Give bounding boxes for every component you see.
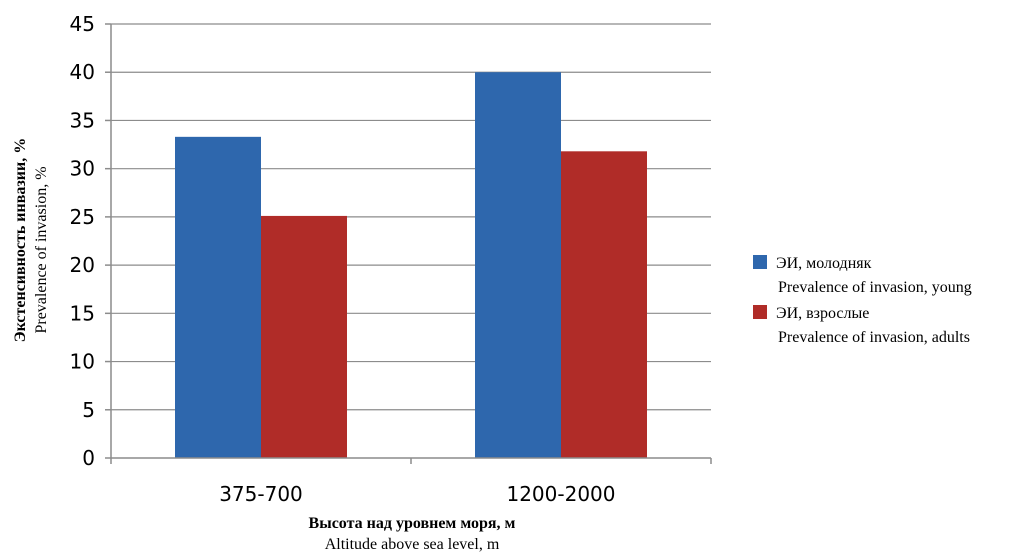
x-axis-title-ru: Высота над уровнем моря, м: [309, 515, 516, 532]
legend-label-young: ЭИ, молодняк: [776, 255, 872, 272]
y-tick-labels: 0 5 10 15 20 25 30 35 40 45: [70, 12, 95, 470]
y-tick-label-10: 10: [70, 350, 95, 374]
x-axis-title-en: Altitude above sea level, m: [325, 536, 500, 553]
bar-young-1200-2000: [475, 72, 561, 458]
y-tick-label-45: 45: [70, 12, 95, 36]
y-axis-title: Экстенсивность инвазии, % Prevalence of …: [12, 138, 50, 343]
x-tick-label-375-700: 375-700: [219, 482, 303, 506]
y-axis-title-ru: Экстенсивность инвазии, %: [12, 138, 29, 343]
legend-label-adults: ЭИ, взрослые: [776, 305, 869, 322]
y-tick-label-25: 25: [70, 205, 95, 229]
y-axis-title-en: Prevalence of invasion, %: [33, 166, 50, 333]
y-tick-label-40: 40: [70, 60, 95, 84]
x-axis-title: Высота над уровнем моря, м Altitude abov…: [309, 515, 516, 553]
legend-label-young-en: Prevalence of invasion, young: [778, 279, 972, 296]
y-tick-label-15: 15: [70, 301, 95, 325]
legend: ЭИ, молодняк Prevalence of invasion, you…: [753, 255, 972, 346]
y-tick-label-35: 35: [70, 108, 95, 132]
y-tick-label-5: 5: [82, 398, 95, 422]
y-tick-label-20: 20: [70, 253, 95, 277]
bar-young-375-700: [175, 137, 261, 458]
y-tick-label-0: 0: [82, 446, 95, 470]
x-tick-labels: 375-700 1200-2000: [219, 482, 615, 506]
x-tick-label-1200-2000: 1200-2000: [506, 482, 615, 506]
y-tick-label-30: 30: [70, 157, 95, 181]
bar-adults-1200-2000: [561, 151, 647, 458]
legend-swatch-adults: [753, 305, 767, 319]
bar-adults-375-700: [261, 216, 347, 458]
legend-label-adults-en: Prevalence of invasion, adults: [778, 329, 970, 346]
legend-swatch-young: [753, 255, 767, 269]
